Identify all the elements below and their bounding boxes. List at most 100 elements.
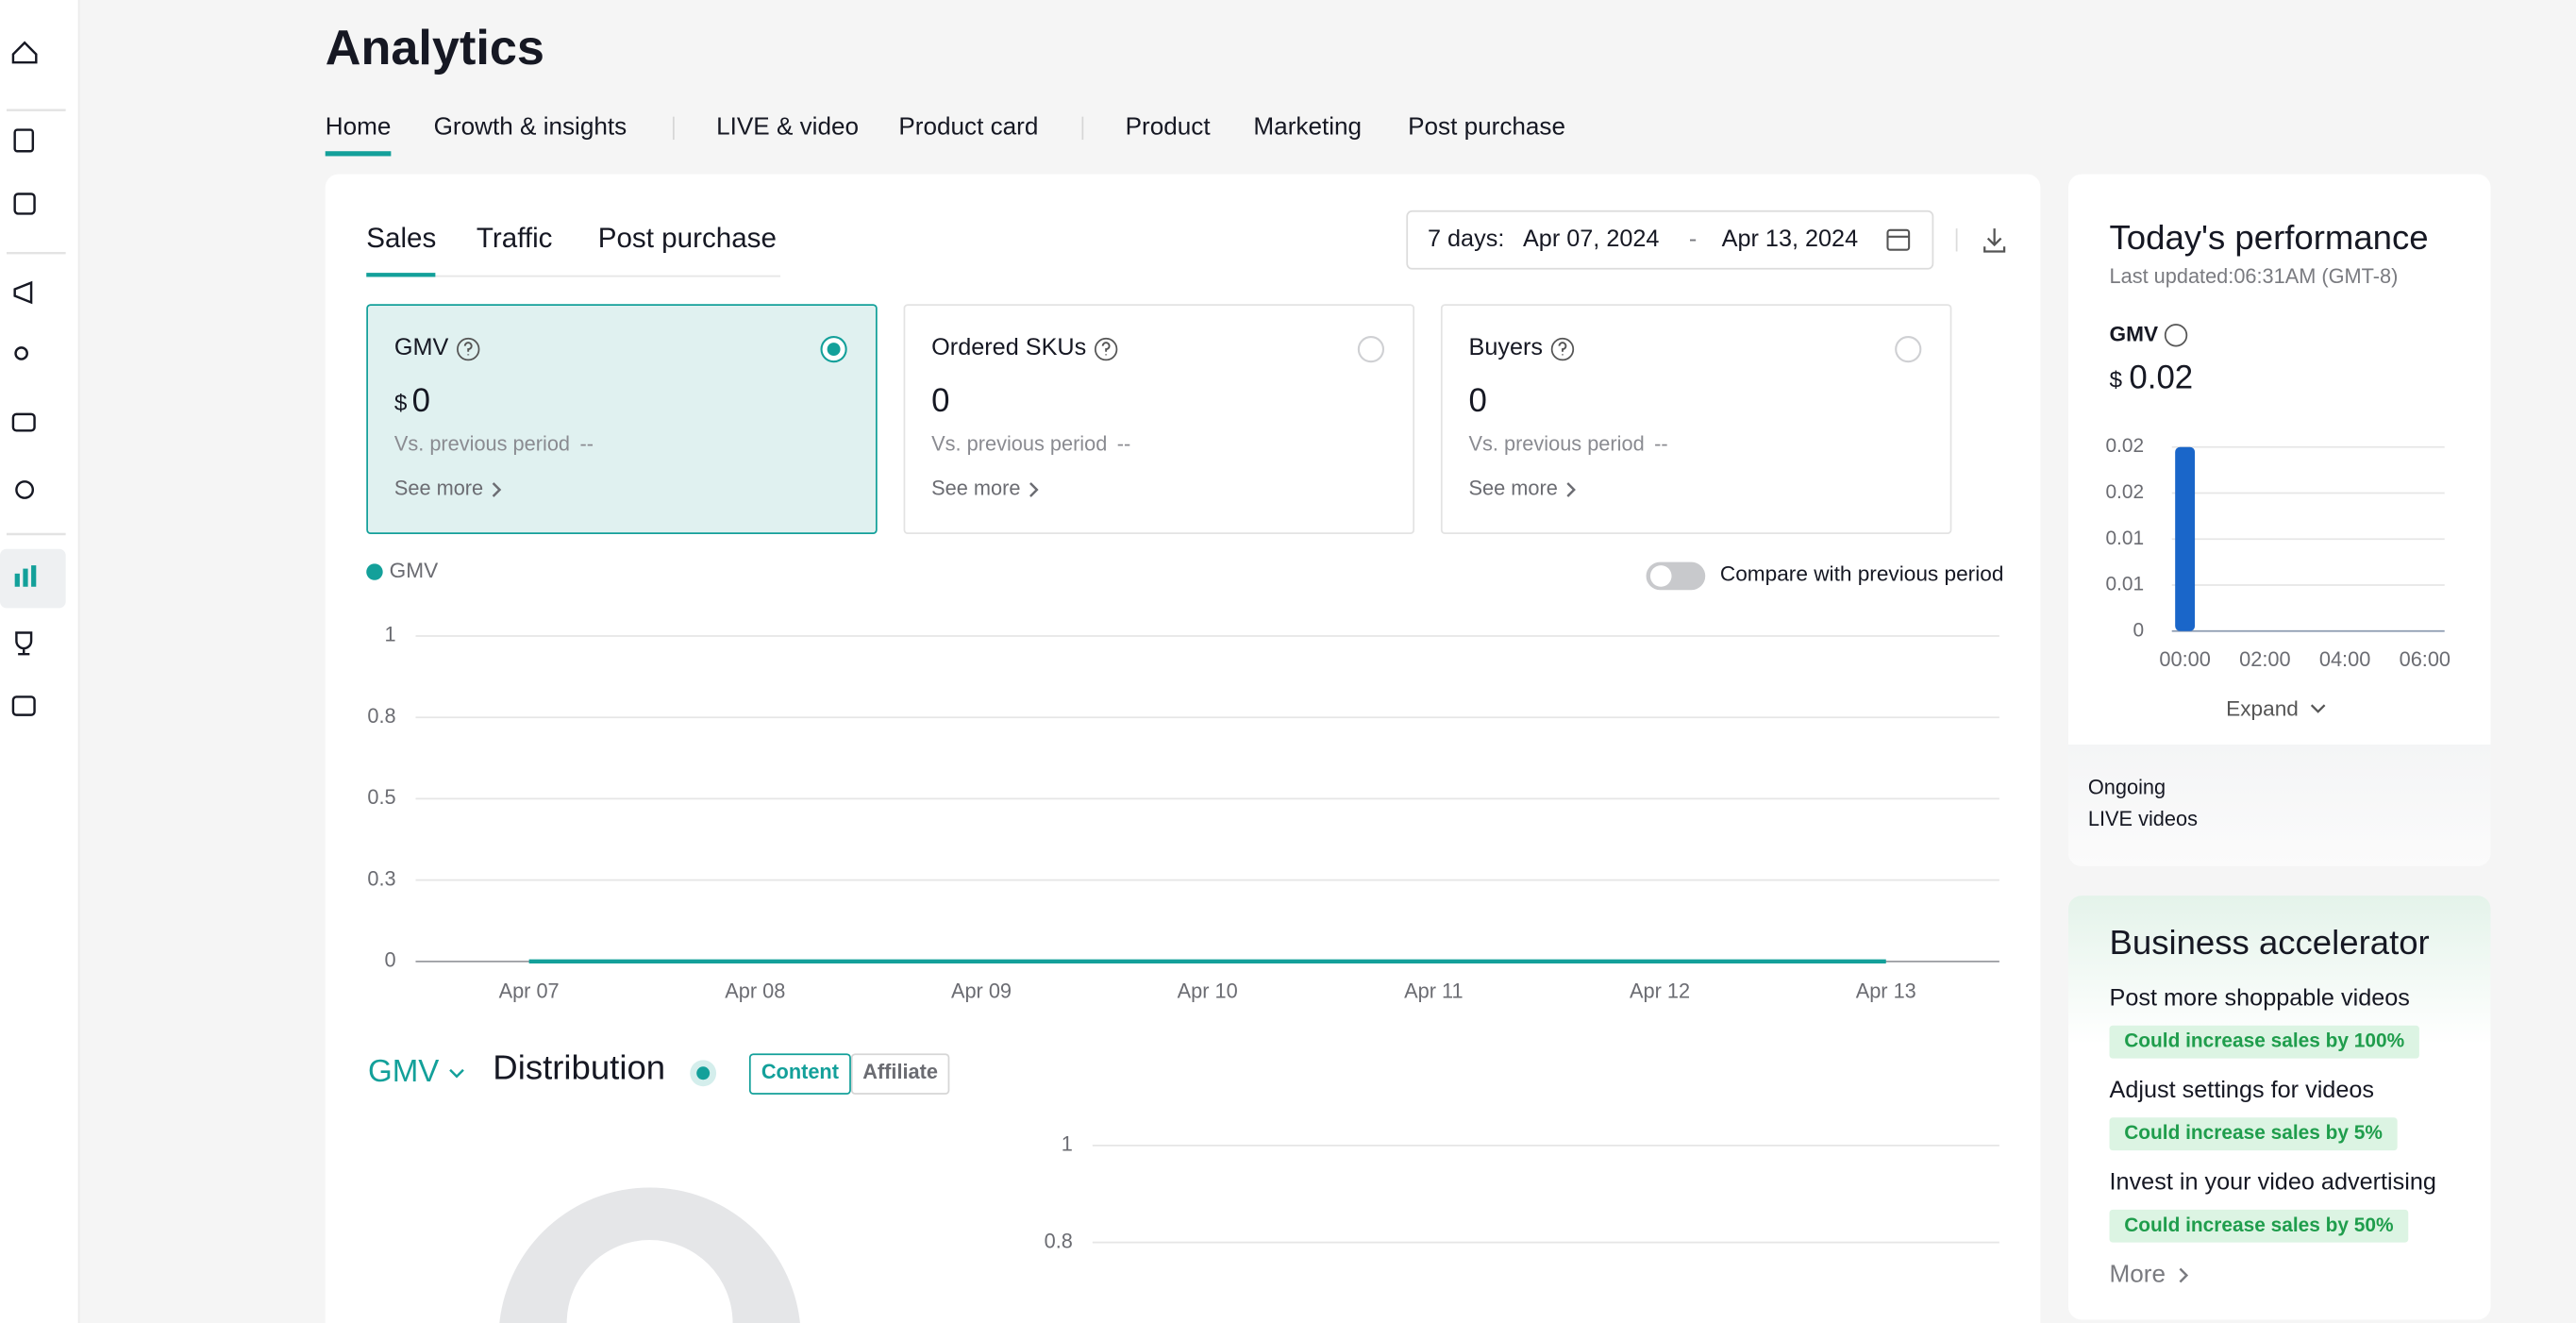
date-label: 7 days: <box>1428 226 1504 252</box>
today-value: 0.02 <box>2129 360 2193 396</box>
x-tick-label: 06:00 <box>2400 647 2451 671</box>
y-tick-label: 0.8 <box>367 704 395 728</box>
help-mark <box>1101 342 1111 356</box>
badge <box>2109 1209 2409 1243</box>
metric-change: -- <box>579 432 593 456</box>
nav-active-underline <box>325 151 392 157</box>
badge-text: Could increase sales by 100% <box>2124 1030 2404 1052</box>
x-tick-label: Apr 12 <box>1630 980 1690 1003</box>
info-icon-dot <box>696 1066 711 1080</box>
dropdown-chevron <box>449 1068 464 1079</box>
metric-currency: $ <box>394 391 408 416</box>
analytics-icon[interactable] <box>14 565 37 587</box>
distribution-metric[interactable]: GMV <box>368 1054 439 1089</box>
see-more[interactable]: See more <box>394 477 483 500</box>
toggle-affiliate[interactable] <box>850 1053 950 1095</box>
date-picker[interactable] <box>1406 209 1934 270</box>
chevron <box>492 482 502 497</box>
marketing-icon[interactable] <box>13 280 33 305</box>
compare-label: Compare with previous period <box>1720 562 2004 586</box>
live-icon[interactable] <box>11 412 36 432</box>
see-more[interactable]: See more <box>1469 477 1558 500</box>
today-title: Today's performance <box>2110 218 2429 257</box>
sidebar <box>0 0 79 1323</box>
orders-icon[interactable] <box>13 128 35 153</box>
y-tick-label: 0.5 <box>367 785 395 809</box>
legend-dot <box>366 563 383 580</box>
x-tick-label: 00:00 <box>2159 647 2210 671</box>
products-icon[interactable] <box>13 193 36 215</box>
metric-value: 0 <box>1469 382 1487 419</box>
date-separator: - <box>1689 226 1697 252</box>
toggle-knob <box>1649 565 1672 587</box>
metric-radio[interactable] <box>1895 335 1922 363</box>
metric-comparison: Vs. previous period <box>931 432 1107 456</box>
metric-radio[interactable] <box>1357 335 1385 363</box>
y-tick-label: 0.3 <box>367 866 395 890</box>
expand-chevron <box>2310 704 2326 713</box>
nav-tab[interactable]: Growth & insights <box>434 112 627 141</box>
home-icon[interactable] <box>11 41 38 64</box>
live-label: LIVE videos <box>2088 807 2198 830</box>
x-tick-label: 02:00 <box>2239 647 2290 671</box>
y-tick-label: 0.02 <box>2105 481 2144 503</box>
sidebar-icons <box>6 41 66 536</box>
toggle-affiliate-label: Affiliate <box>862 1060 938 1083</box>
metric-card[interactable] <box>366 304 878 535</box>
accelerator-title: Business accelerator <box>2110 923 2430 962</box>
nav-tab[interactable]: Product card <box>898 112 1038 141</box>
see-more[interactable]: See more <box>931 477 1020 500</box>
x-tick-label: Apr 10 <box>1178 980 1238 1003</box>
today-metric: GMV <box>2110 322 2159 345</box>
sub-tab[interactable]: Sales <box>366 223 436 254</box>
live-label: Ongoing <box>2088 776 2166 799</box>
help-mark <box>1558 342 1567 356</box>
nav-tab[interactable]: LIVE & video <box>716 112 859 141</box>
live-section <box>2068 744 2491 866</box>
today-card <box>2068 174 2491 866</box>
download-icon[interactable] <box>1983 228 2006 253</box>
y-tick-label: 0 <box>2133 619 2144 641</box>
donut-placeholder <box>499 1187 800 1323</box>
nav-tab[interactable]: Product <box>1126 112 1212 141</box>
expand-link[interactable]: Expand <box>2226 696 2299 720</box>
growth-icon[interactable] <box>15 480 35 499</box>
nav-tab[interactable]: Post purchase <box>1408 112 1565 141</box>
metric-card[interactable] <box>903 304 1415 535</box>
metric-comparison: Vs. previous period <box>394 432 570 456</box>
toggle-content-label: Content <box>761 1060 839 1083</box>
x-tick-label: Apr 07 <box>499 980 560 1003</box>
finance-icon[interactable] <box>11 695 36 716</box>
metric-change: -- <box>1654 432 1667 456</box>
today-currency: $ <box>2110 367 2123 393</box>
calendar-icon <box>1886 228 1911 251</box>
page-title: Analytics <box>326 21 544 75</box>
more-link[interactable]: More <box>2110 1259 2166 1287</box>
chevron <box>1566 482 1576 497</box>
accelerator-item: Invest in your video advertising <box>2110 1169 2436 1196</box>
y-tick-label: 0.01 <box>2105 574 2144 595</box>
x-tick-label: Apr 11 <box>1404 980 1463 1003</box>
metric-comparison: Vs. previous period <box>1469 432 1645 456</box>
badge-text: Could increase sales by 5% <box>2124 1122 2383 1144</box>
date-start: Apr 07, 2024 <box>1523 226 1659 252</box>
metric-value: 0 <box>931 382 949 419</box>
nav-tab[interactable]: Marketing <box>1253 112 1362 141</box>
y-tick-label: 0.01 <box>2105 528 2144 549</box>
sub-tab[interactable]: Traffic <box>477 223 553 254</box>
rewards-icon[interactable] <box>15 631 33 656</box>
metric-name: GMV <box>394 334 449 360</box>
bar <box>2175 446 2196 631</box>
nav-tab[interactable]: Home <box>326 112 392 141</box>
sub-tab[interactable]: Post purchase <box>598 223 777 254</box>
help-icon <box>457 337 480 361</box>
chevron <box>1029 482 1039 497</box>
metric-radio-dot <box>827 343 841 357</box>
badge <box>2109 1117 2398 1151</box>
creators-icon[interactable] <box>14 346 28 360</box>
metric-card[interactable] <box>1440 304 1952 535</box>
toggle-content[interactable] <box>748 1053 851 1095</box>
metric-name: Ordered SKUs <box>931 334 1086 360</box>
accelerator-item: Adjust settings for videos <box>2110 1077 2374 1103</box>
x-tick-label: Apr 09 <box>951 980 1012 1003</box>
